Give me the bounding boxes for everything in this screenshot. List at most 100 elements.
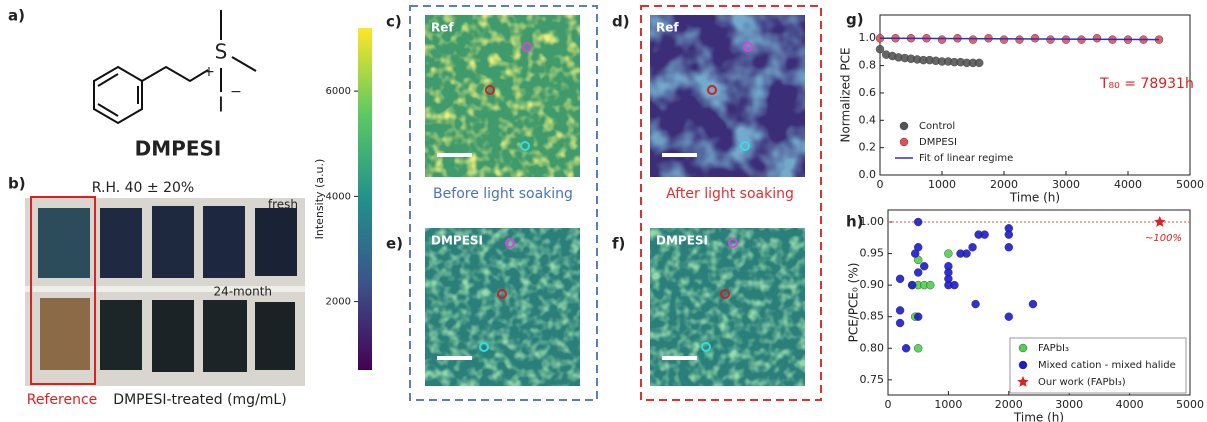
spot: [740, 141, 750, 151]
y-tick-label: 1.00: [860, 215, 885, 228]
spot: [522, 42, 532, 52]
point: [937, 35, 947, 44]
x-tick-label: 2000: [990, 178, 1018, 191]
film: [152, 300, 194, 372]
y-tick-label: 0.95: [860, 247, 885, 260]
y-tick-label: 1.0: [859, 31, 877, 44]
plot-frame: [887, 209, 1191, 396]
point: [1154, 216, 1166, 227]
spot: [505, 238, 515, 248]
y-axis-label: PCE/PCE₀ (%): [847, 263, 861, 343]
point: [944, 249, 953, 258]
spot: [485, 85, 495, 95]
film: [255, 302, 295, 370]
x-tick-label: 5000: [1176, 398, 1204, 411]
x-tick-label: 3000: [1052, 178, 1080, 191]
colorbar-tick-label: 2000: [326, 297, 351, 308]
point: [895, 306, 905, 315]
before-box: [409, 5, 598, 401]
pl-map-texture: [425, 228, 580, 386]
x-tick-label: 5000: [1176, 178, 1204, 191]
film: [203, 300, 247, 372]
map-label: DMPESI: [431, 234, 483, 248]
film: [255, 208, 297, 276]
bond: [97, 103, 119, 117]
point: [914, 217, 923, 227]
point: [968, 243, 977, 252]
charge-label: −: [230, 84, 242, 100]
chain: [141, 65, 209, 83]
x-tick-label: 1000: [928, 178, 956, 191]
pl-map-texture: [650, 228, 805, 386]
treated-label: DMPESI-treated (mg/mL): [113, 392, 286, 408]
legend-label: Our work (FAPbI₃): [1038, 377, 1126, 388]
spot: [479, 342, 489, 352]
x-tick-label: 0: [885, 398, 892, 411]
y-axis-label: Normalized PCE: [839, 47, 853, 142]
panel-label: c): [386, 13, 402, 31]
row-label: fresh: [268, 198, 298, 212]
x-axis-label: Time (h): [1009, 191, 1060, 205]
point: [1004, 230, 1013, 239]
y-tick-label: 0.75: [860, 373, 885, 386]
charge-label: +: [203, 64, 215, 80]
fit-line: [879, 37, 1160, 41]
y-tick-label: 0.4: [859, 113, 877, 126]
film: [38, 208, 90, 278]
annotation: T₈₀ = 78931h: [1099, 76, 1194, 92]
panel-label: g): [846, 11, 864, 29]
point: [907, 280, 917, 290]
point: [1004, 312, 1013, 321]
point: [962, 249, 971, 258]
legend-label: Fit of linear regime: [919, 153, 1013, 164]
spot: [743, 42, 753, 52]
condition-caption: After light soaking: [666, 186, 794, 202]
point: [950, 280, 959, 290]
plot-frame: [879, 14, 1191, 176]
pl-map-texture: [425, 15, 580, 177]
panel-label: b): [8, 175, 26, 193]
point: [980, 230, 989, 239]
y-tick-label: 0.0: [859, 168, 877, 181]
legend-label: FAPbI₃: [1038, 343, 1069, 354]
colorbar-tick-label: 4000: [326, 191, 351, 202]
condition-label: R.H. 40 ± 20%: [92, 180, 194, 196]
legend-label: Mixed cation - mixed halide: [1038, 360, 1176, 371]
point: [875, 44, 885, 54]
photo-divider: [25, 286, 305, 292]
legend-box: [1009, 337, 1187, 394]
y-tick-label: 0.6: [859, 86, 877, 99]
atom-label: S: [215, 40, 228, 64]
map-label: Ref: [431, 21, 454, 35]
panel-label: f): [612, 235, 625, 253]
y-tick-label: 0.8: [859, 59, 877, 72]
panel-label: e): [386, 235, 403, 253]
legend-label: Control: [919, 121, 955, 132]
film: [100, 300, 142, 370]
x-tick-label: 4000: [1116, 398, 1144, 411]
annotation: ~100%: [1145, 233, 1182, 244]
row-label: 24-month: [213, 285, 272, 299]
panel-label: a): [8, 7, 25, 25]
spot: [701, 342, 711, 352]
point: [914, 268, 923, 277]
markers: [479, 42, 753, 352]
map-label: DMPESI: [656, 234, 708, 248]
film: [152, 206, 194, 278]
point: [1028, 299, 1038, 309]
film: [100, 208, 142, 278]
legend-swatch: [1018, 360, 1028, 370]
scale-bars: [437, 153, 697, 360]
y-tick-label: 0.80: [860, 341, 885, 354]
point: [975, 58, 984, 68]
x-tick-label: 1000: [934, 398, 962, 411]
point: [968, 35, 978, 44]
structure: [93, 10, 257, 125]
legend-swatch: [1018, 343, 1028, 353]
point: [971, 299, 980, 309]
bond: [97, 73, 119, 87]
spot: [728, 238, 738, 248]
legend-swatch: [899, 137, 909, 147]
map-label: Ref: [656, 21, 679, 35]
